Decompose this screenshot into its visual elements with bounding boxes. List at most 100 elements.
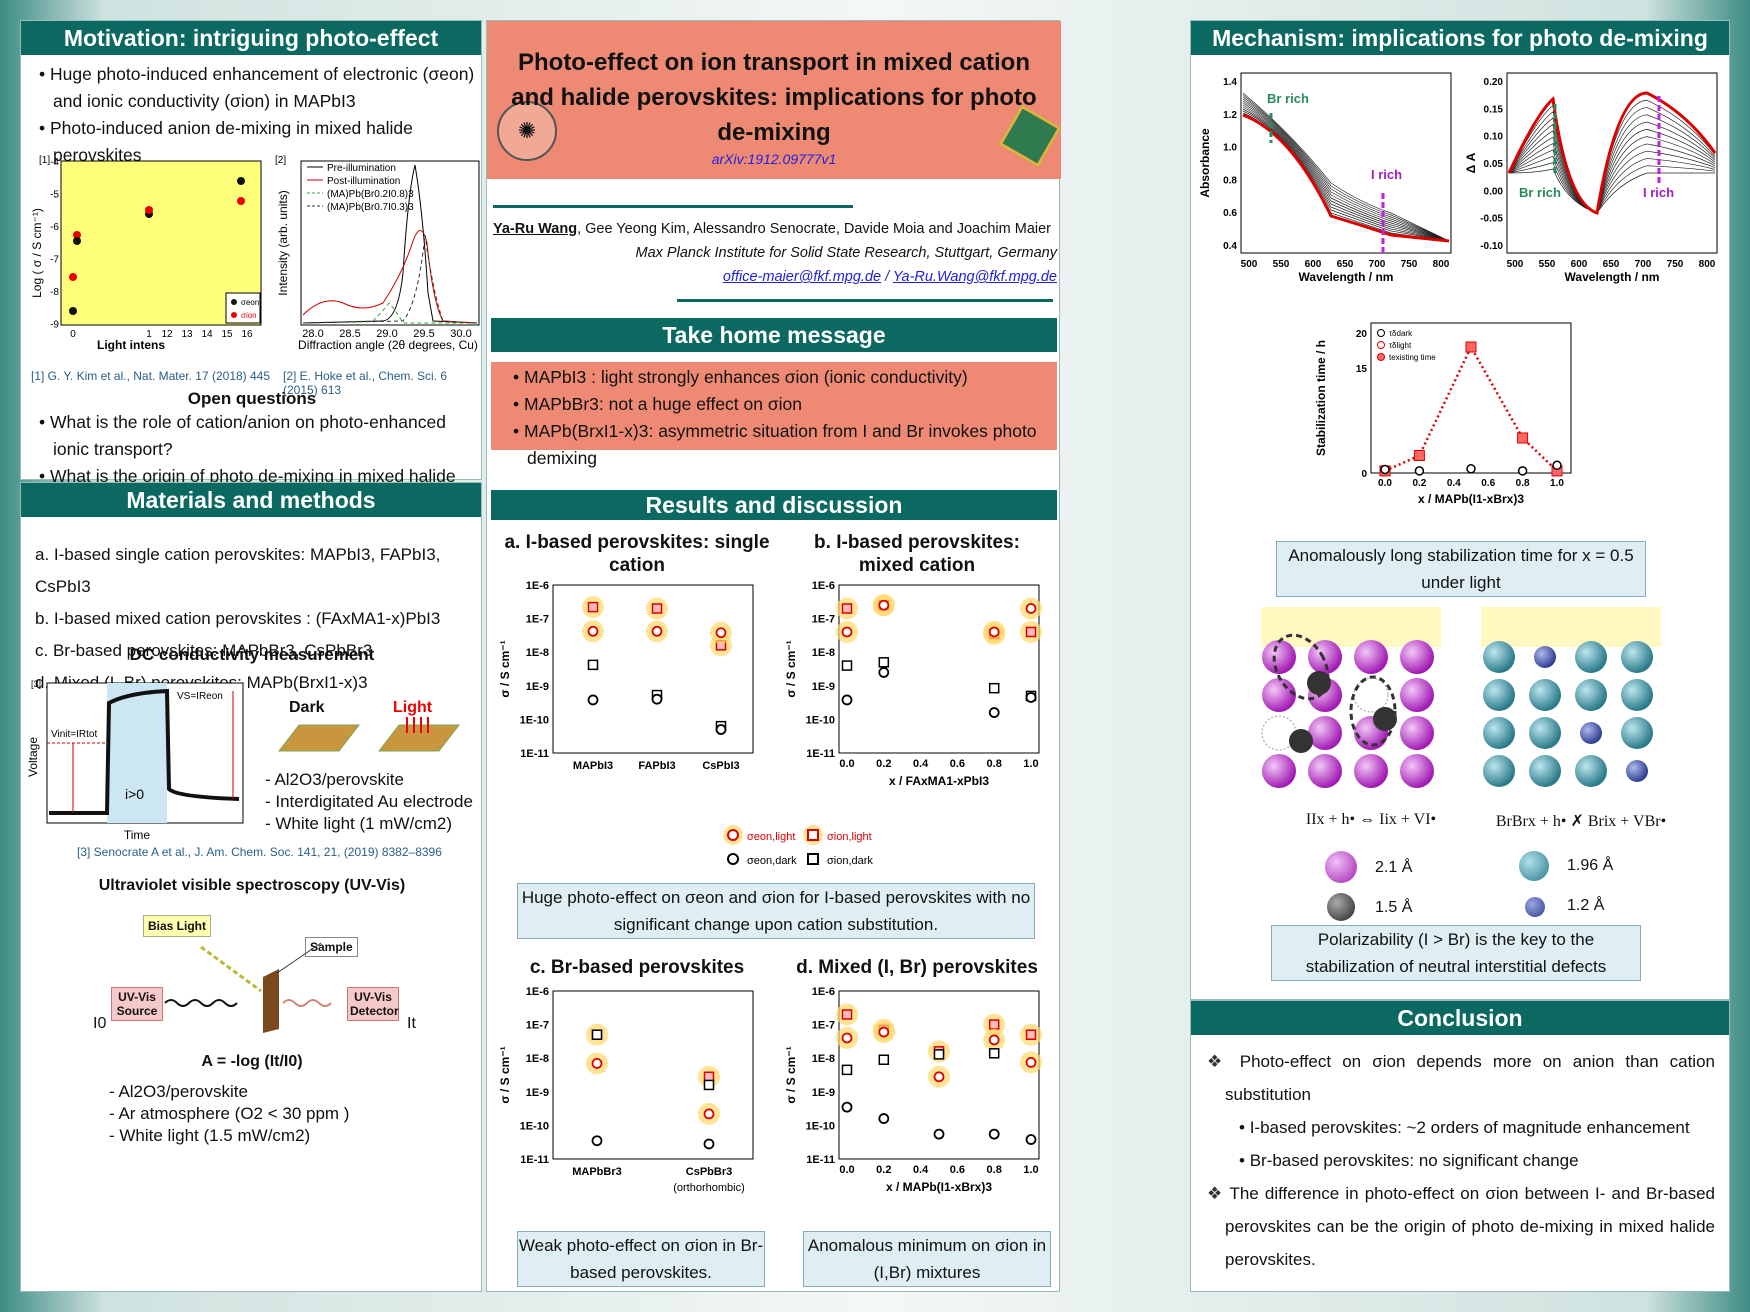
dc-condition: - White light (1 mW/cm2) [265,814,453,833]
y-axis-label: σ / S cm⁻¹ [498,1046,512,1103]
ref-3: [3] Senocrate A et al., J. Am. Chem. Soc… [77,845,442,859]
bromide-ion [1483,679,1515,711]
fig1-ytick: -7 [50,255,59,266]
x-axis-label: Wavelength / nm [1299,270,1394,284]
data-point-σeon,light [841,626,853,638]
y-axis-label: σ / S cm⁻¹ [498,640,512,697]
iodide-ion [1400,716,1434,750]
left-column: Motivation: intriguing photo-effect Huge… [20,20,482,513]
plot-d: σ / S cm⁻¹ 1E-6 1E-7 1E-8 1E-9 1E-10 1E-11 0.0 0… [784,986,1042,1194]
x-tick-label: 0.4 [913,758,929,770]
x-tick-label: 0.8 [1516,478,1530,489]
data-point-σion,light [988,1019,1000,1030]
email-1[interactable]: office-maier@fkf.mpg.de [722,269,882,285]
x-tick-label: 650 [1337,259,1354,270]
light-label: Light [393,699,433,716]
bromide-ion [1575,755,1607,787]
fig1-xtick: 12 [161,329,173,340]
data-point-σeon,dark [651,693,663,705]
data-point-σeon,dark [715,724,727,735]
iodine-vacancy [1353,677,1389,713]
middle-column: ✺ Photo-effect on ion transport in mixed… [486,20,1062,1292]
iodide-ion [1354,754,1388,788]
fig1-xtick: 15 [221,329,233,340]
iodide-ion [1262,754,1296,788]
plot-b: σ / S cm⁻¹ 1E-6 1E-7 1E-8 1E-9 1E-10 1E-11 0.0 0… [784,580,1042,788]
conclusion-1: ❖ Photo-effect on σion depends more on a… [1207,1052,1715,1104]
dc-condition: - Interdigitated Au electrode [265,792,473,811]
data-point-σeon,dark [1025,692,1037,703]
email-2[interactable]: Ya-Ru.Wang@fkf.mpg.de [892,269,1057,285]
spectrum-curve [1242,96,1450,242]
y-tick-label: 1E-8 [812,647,835,659]
y-tick-label: 1E-7 [526,1020,549,1032]
bromine-interstitial [1626,760,1648,782]
x-tick-label: 1.0 [1550,478,1564,489]
y-tick-label: 1E-8 [812,1053,835,1065]
authors: , Gee Yeong Kim, Alessandro Senocrate, D… [577,221,1051,237]
y-tick-label: 1E-10 [520,714,549,726]
data-point-σeon,dark [703,1138,715,1150]
it-label: It [407,1015,416,1032]
x-tick-label: 700 [1369,259,1386,270]
bromide-ion [1575,641,1607,673]
fig1-legend-eon: σeon [241,298,259,307]
data-point-σeon,dark [841,1101,853,1113]
fig1-ytick: -4 [50,157,59,168]
fig1-xtick: 1 [146,329,152,340]
x-axis-label: x / MAPb(I1-xBrx)3 [886,1180,992,1194]
conclusion-1-text: Photo-effect on σion depends more on ani… [1225,1052,1715,1104]
fig1-ytick: -5 [50,190,59,201]
data-point-σeon,dark [841,694,853,706]
bromide-ion [1529,755,1561,787]
fig1-legend-ion: σion [241,311,257,320]
bromide-ion [1483,641,1515,673]
y-tick-label: 1E-7 [526,614,549,626]
fig1-ylabel: Log ( σ / S cm⁻¹) [31,208,44,298]
dc-condition: - Al2O3/perovskite [265,770,404,789]
plot-a: σ / S cm⁻¹ 1E-6 1E-7 1E-8 1E-9 1E-10 1E-11 MAPb… [498,580,754,772]
data-point-σion,dark [988,682,1000,694]
fig2-xtick: 28.5 [339,328,360,340]
motivation-header: Motivation: intriguing photo-effect [21,21,481,55]
data-point-σeon,light [988,626,1000,638]
y-tick-label: 1E-6 [812,986,835,998]
bromide-ion [1483,755,1515,787]
data-point-σion,light [841,603,853,614]
spectrum-curve [1507,91,1717,215]
affiliation: Max Planck Institute for Solid State Res… [635,245,1058,261]
x-tick-label: CsPbBr3 [686,1166,732,1178]
fig2-ylabel: Intensity (arb. units) [276,190,290,295]
x-tick-label: 0.8 [987,758,1002,770]
uv-source-box: UV-Vis Source [111,987,163,1021]
spectrum-curve [1242,106,1450,242]
mechanism-box-2: Polarizability (I > Br) is the key to th… [1271,925,1641,981]
fig1-ytick: -9 [50,320,59,331]
email-separator: / [881,269,893,285]
fig1-point [237,197,245,205]
plot-a-title: a. I-based perovskites: single cation [504,532,770,576]
bromide-ion-sphere [1519,851,1549,881]
iodide-ion [1354,640,1388,674]
fig2-xtick: 28.0 [302,328,323,340]
stab-point-light [1465,341,1477,353]
data-point-σion,light [587,601,599,613]
iodide-ion [1400,754,1434,788]
stab-legend-item: texisting time [1389,353,1436,362]
mechanism-box-1: Anomalously long stabilization time for … [1276,541,1646,597]
br07-curve [302,234,478,324]
stab-point-dark [1414,466,1425,476]
data-point-σion,dark [878,1054,890,1065]
absorbance-formula: A = -log (It/I0) [201,1053,303,1070]
iodide-ion [1400,678,1434,712]
x-tick-label: 700 [1635,259,1652,270]
spectrum-curve [1242,104,1450,242]
data-point-σion,light [1025,1029,1037,1040]
y-tick-label: 1E-7 [812,1020,835,1032]
stab-point-light [1517,432,1529,444]
lattice-illustration [1261,607,1661,788]
data-point-σeon,dark [1025,1134,1037,1145]
uvvis-setup-diagram [164,942,332,1033]
fig2-tag: [2] [275,155,286,166]
y-tick-label: 0.15 [1484,104,1504,115]
